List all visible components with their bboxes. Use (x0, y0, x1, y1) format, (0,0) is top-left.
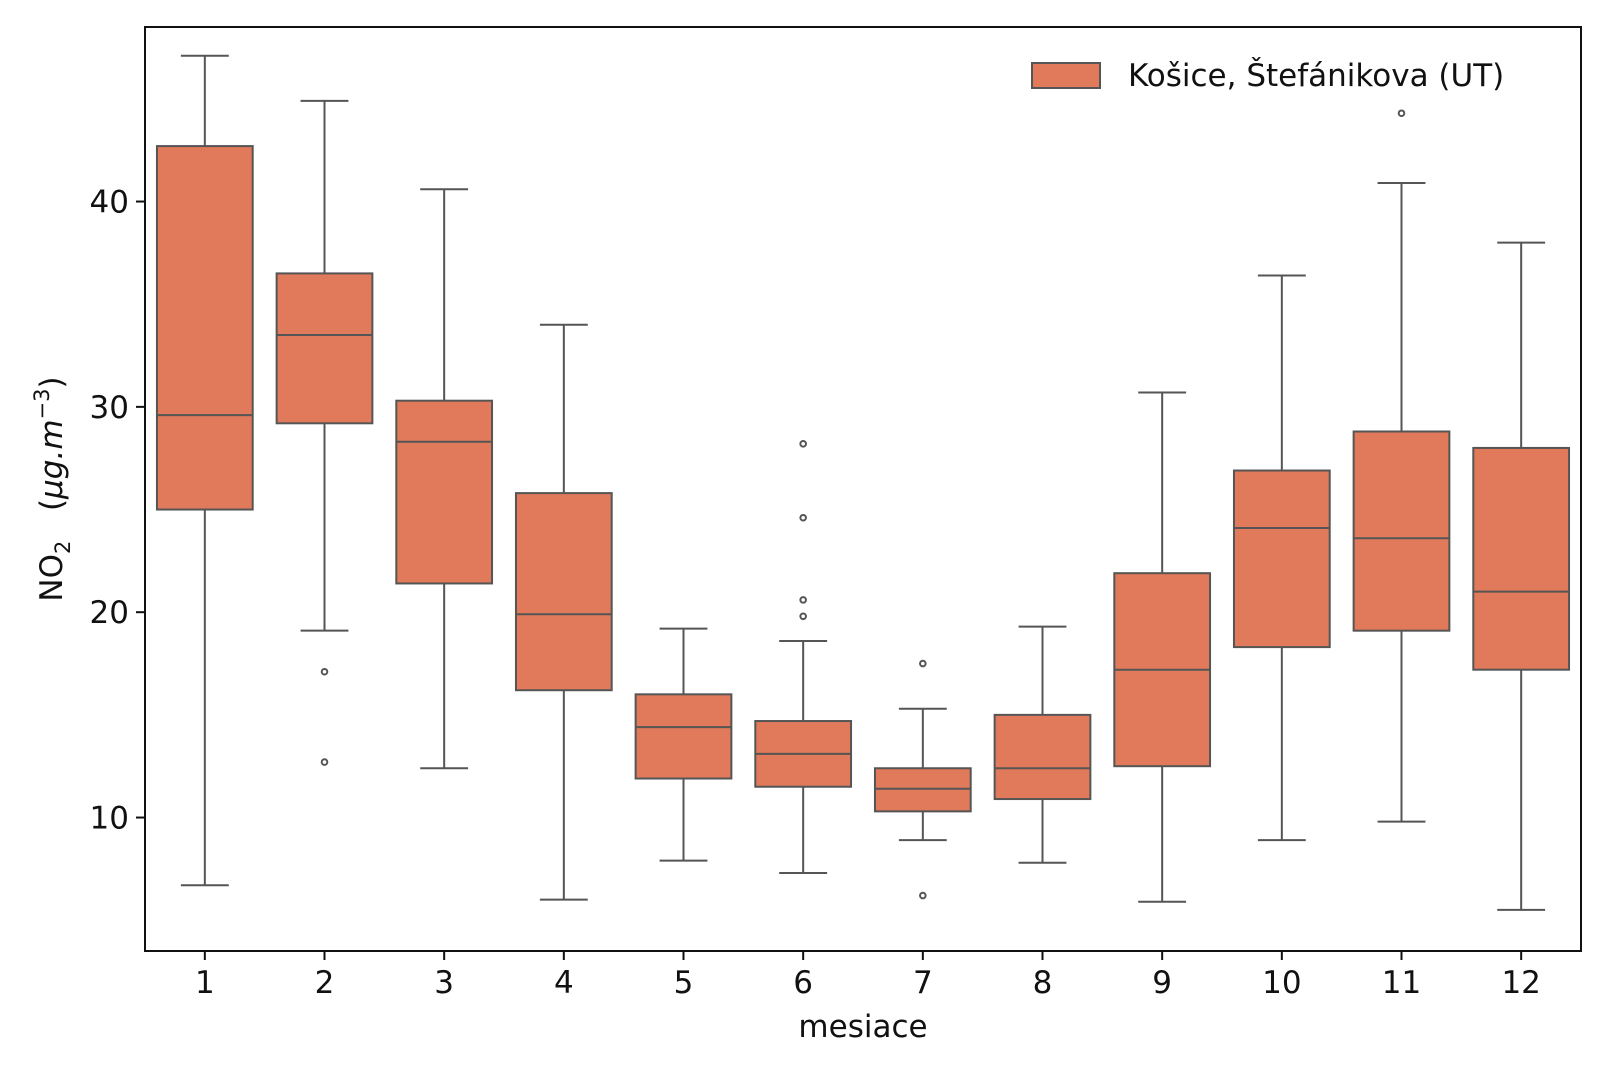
y-tick-label: 20 (90, 595, 129, 631)
box-month-12 (1472, 241, 1571, 911)
legend: Košice, Štefánikova (UT) (1031, 57, 1504, 94)
outlier-point (919, 659, 927, 668)
x-axis-ticks: 1 2 3 4 5 6 7 8 9 10 11 12 (195, 951, 1541, 1001)
x-tick-label: 11 (1382, 965, 1421, 1001)
outlier-point (919, 891, 927, 900)
x-axis-label: mesiace (798, 1009, 927, 1045)
legend-label: Košice, Štefánikova (UT) (1128, 57, 1504, 94)
y-tick-label: 10 (90, 801, 129, 837)
box-month-11 (1352, 109, 1451, 823)
outlier-point (1397, 109, 1406, 118)
box-month-2 (275, 99, 374, 766)
outlier-point (799, 612, 807, 621)
box-iqr (1472, 446, 1571, 671)
x-tick-label: 4 (554, 965, 574, 1001)
x-tick-label: 5 (674, 965, 694, 1001)
y-axis-ticks: 10 20 30 40 (90, 185, 145, 837)
outlier-point (799, 440, 807, 448)
y-tick-label: 40 (90, 185, 129, 221)
box-iqr (993, 713, 1092, 801)
outlier-point (320, 758, 329, 766)
y-label-base: NO (34, 554, 70, 602)
box-iqr (155, 145, 254, 511)
box-iqr (1352, 430, 1451, 632)
box-month-6 (754, 440, 853, 874)
plot-frame (144, 26, 1582, 952)
x-tick-label: 7 (913, 965, 933, 1001)
y-label-subscript: 2 (51, 541, 75, 554)
x-tick-label: 6 (793, 965, 813, 1001)
outlier-point (320, 667, 329, 676)
box-month-9 (1113, 391, 1212, 903)
box-iqr (873, 767, 972, 813)
box-month-7 (873, 659, 972, 900)
boxes-layer (155, 54, 1571, 911)
y-label-units-close: ) (34, 376, 70, 388)
legend-swatch (1031, 62, 1101, 89)
box-iqr (634, 693, 733, 780)
x-tick-label: 9 (1152, 965, 1172, 1001)
x-tick-label: 12 (1501, 965, 1540, 1001)
x-tick-label: 1 (195, 965, 215, 1001)
box-month-4 (514, 323, 613, 901)
box-month-1 (155, 54, 254, 887)
y-label-units-exponent: −3 (30, 389, 54, 420)
box-iqr (395, 399, 494, 585)
box-iqr (514, 492, 613, 692)
x-tick-label: 2 (315, 965, 335, 1001)
x-tick-label: 3 (434, 965, 454, 1001)
box-month-8 (993, 625, 1092, 864)
y-tick-label: 30 (90, 390, 129, 426)
box-month-10 (1232, 274, 1331, 842)
y-label-units: μg.m (34, 419, 70, 499)
outlier-point (799, 596, 807, 604)
outlier-point (799, 513, 807, 522)
box-iqr (275, 272, 374, 425)
y-axis-label: NO2 (μg.m−3) (30, 376, 75, 601)
x-tick-label: 8 (1033, 965, 1053, 1001)
box-iqr (1232, 469, 1331, 649)
y-label-units-open: ( (34, 499, 70, 511)
box-month-5 (634, 627, 733, 862)
x-tick-label: 10 (1262, 965, 1301, 1001)
box-month-3 (395, 188, 494, 770)
